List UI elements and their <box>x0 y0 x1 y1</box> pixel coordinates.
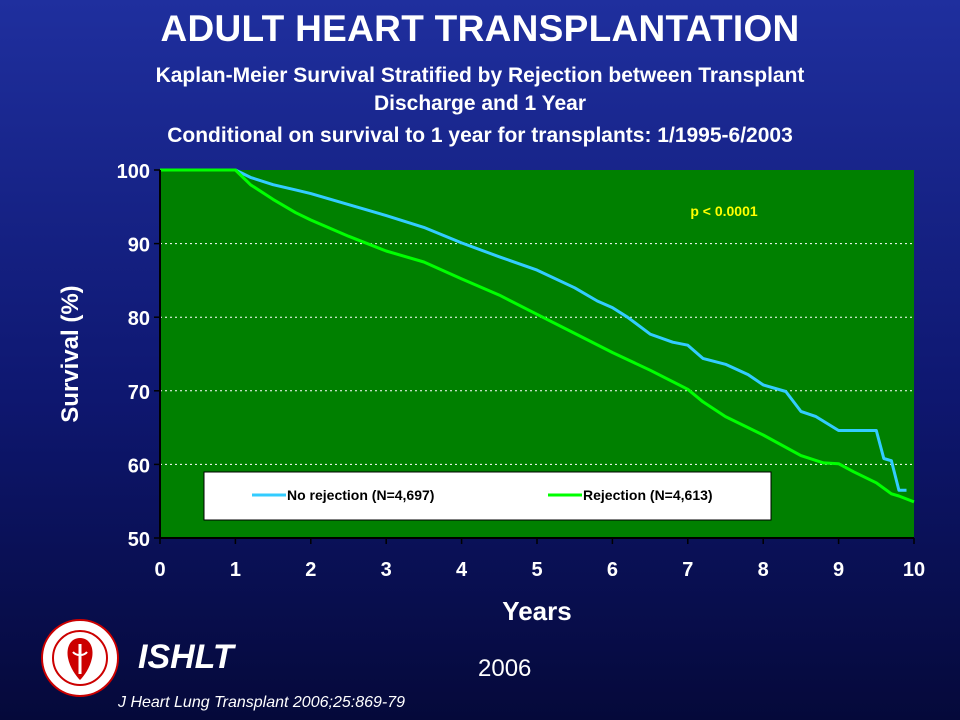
x-tick-label: 7 <box>682 559 693 581</box>
x-tick-label: 10 <box>903 559 925 581</box>
x-tick-label: 8 <box>758 559 769 581</box>
subtitle-line-3: Conditional on survival to 1 year for tr… <box>167 124 793 147</box>
y-axis-label: Survival (%) <box>57 285 84 422</box>
y-tick-label: 80 <box>128 308 150 330</box>
slide-subtitle: Kaplan-Meier Survival Stratified by Reje… <box>40 62 920 118</box>
y-tick-label: 90 <box>128 235 150 257</box>
subtitle-line-2: Discharge and 1 Year <box>373 92 587 115</box>
legend: No rejection (N=4,697) Rejection (N=4,61… <box>203 471 772 521</box>
x-tick-label: 5 <box>531 559 542 581</box>
legend-label-no-rejection: No rejection (N=4,697) <box>287 487 434 503</box>
grid-lines <box>160 243 914 465</box>
y-tick-label: 70 <box>128 382 150 404</box>
x-axis-label: Years <box>502 596 571 626</box>
org-name: ISHLT <box>138 638 234 676</box>
x-tick-label: 0 <box>154 559 165 581</box>
x-tick-label: 3 <box>381 559 392 581</box>
legend-label-rejection: Rejection (N=4,613) <box>583 487 713 503</box>
y-tick-label: 50 <box>128 529 150 551</box>
slide-title: ADULT HEART TRANSPLANTATION <box>160 8 800 49</box>
y-tick-label: 100 <box>117 161 150 183</box>
x-tick-label: 4 <box>456 559 468 581</box>
y-tick-label: 60 <box>128 455 150 477</box>
x-tick-label: 2 <box>305 559 316 581</box>
x-tick-label: 6 <box>607 559 618 581</box>
x-tick-label: 1 <box>230 559 241 581</box>
legend-box <box>203 471 772 521</box>
series-line-no-rejection <box>160 168 907 492</box>
ishlt-logo <box>41 619 119 697</box>
series-line-rejection <box>160 168 915 504</box>
series-lines <box>160 168 915 504</box>
subtitle-line-1: Kaplan-Meier Survival Stratified by Reje… <box>155 64 805 87</box>
axes <box>154 169 915 544</box>
tick-labels: 50 60 70 80 90 100 0 1 2 3 4 5 6 7 8 9 10 <box>117 161 926 581</box>
citation: J Heart Lung Transplant 2006;25:869-79 <box>118 694 406 711</box>
x-tick-label: 9 <box>833 559 844 581</box>
year-label: 2006 <box>478 655 532 682</box>
p-value-annotation: p < 0.0001 <box>690 203 758 219</box>
